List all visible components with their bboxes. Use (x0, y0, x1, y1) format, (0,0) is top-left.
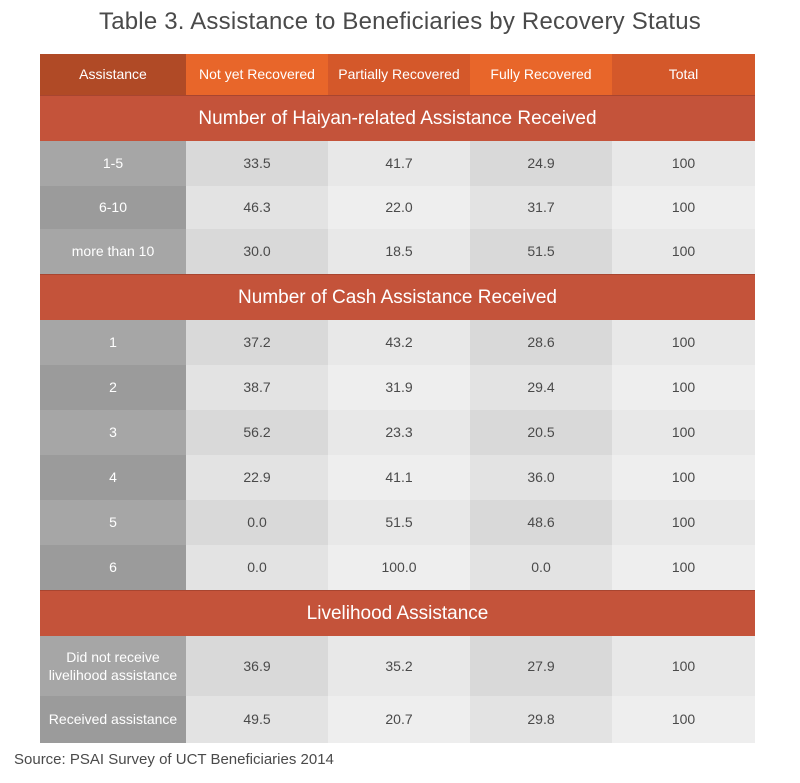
data-cell: 31.7 (470, 186, 612, 229)
table-header-row: Assistance Not yet Recovered Partially R… (40, 54, 755, 95)
data-cell: 29.4 (470, 365, 612, 410)
row-label: Received assistance (40, 696, 186, 743)
data-cell: 100 (612, 545, 755, 590)
data-cell: 24.9 (470, 141, 612, 186)
table-row: 3 56.2 23.3 20.5 100 (40, 410, 755, 455)
table-title: Table 3. Assistance to Beneficiaries by … (99, 8, 701, 35)
data-cell: 41.7 (328, 141, 470, 186)
table-row: 2 38.7 31.9 29.4 100 (40, 365, 755, 410)
data-cell: 30.0 (186, 229, 328, 274)
data-cell: 22.9 (186, 455, 328, 500)
data-cell: 100 (612, 365, 755, 410)
data-cell: 23.3 (328, 410, 470, 455)
data-cell: 22.0 (328, 186, 470, 229)
data-cell: 0.0 (186, 545, 328, 590)
data-cell: 20.7 (328, 696, 470, 743)
table-row: 1 37.2 43.2 28.6 100 (40, 320, 755, 365)
table-row: 6-10 46.3 22.0 31.7 100 (40, 186, 755, 229)
data-cell: 36.0 (470, 455, 612, 500)
data-cell: 29.8 (470, 696, 612, 743)
data-cell: 33.5 (186, 141, 328, 186)
table-row: 5 0.0 51.5 48.6 100 (40, 500, 755, 545)
data-cell: 46.3 (186, 186, 328, 229)
data-cell: 43.2 (328, 320, 470, 365)
data-cell: 41.1 (328, 455, 470, 500)
table-row: Received assistance 49.5 20.7 29.8 100 (40, 696, 755, 743)
data-cell: 49.5 (186, 696, 328, 743)
data-cell: 0.0 (186, 500, 328, 545)
row-label: 2 (40, 365, 186, 410)
data-cell: 51.5 (328, 500, 470, 545)
section-header: Number of Cash Assistance Received (40, 274, 755, 320)
table-row: 6 0.0 100.0 0.0 100 (40, 545, 755, 590)
column-header-total: Total (612, 54, 755, 95)
data-cell: 20.5 (470, 410, 612, 455)
row-label: 1 (40, 320, 186, 365)
data-cell: 100 (612, 455, 755, 500)
column-header-fully-recovered: Fully Recovered (470, 54, 612, 95)
row-label: 1-5 (40, 141, 186, 186)
data-cell: 27.9 (470, 636, 612, 696)
data-cell: 48.6 (470, 500, 612, 545)
column-header-partially-recovered: Partially Recovered (328, 54, 470, 95)
data-cell: 31.9 (328, 365, 470, 410)
table-row: Did not receive livelihood assistance 36.… (40, 636, 755, 696)
section-header: Livelihood Assistance (40, 590, 755, 636)
row-label: 4 (40, 455, 186, 500)
row-label: 5 (40, 500, 186, 545)
row-label: Did not receive livelihood assistance (40, 636, 186, 696)
row-label: 6-10 (40, 186, 186, 229)
data-cell: 51.5 (470, 229, 612, 274)
data-cell: 100 (612, 229, 755, 274)
data-cell: 100 (612, 320, 755, 365)
column-header-assistance: Assistance (40, 54, 186, 95)
data-cell: 36.9 (186, 636, 328, 696)
section-header: Number of Haiyan-related Assistance Rece… (40, 95, 755, 141)
data-cell: 37.2 (186, 320, 328, 365)
table-body: Number of Haiyan-related Assistance Rece… (40, 95, 755, 743)
data-cell: 100 (612, 186, 755, 229)
data-cell: 100 (612, 696, 755, 743)
column-header-not-yet-recovered: Not yet Recovered (186, 54, 328, 95)
data-cell: 100 (612, 410, 755, 455)
assistance-table: Assistance Not yet Recovered Partially R… (40, 54, 755, 743)
data-cell: 38.7 (186, 365, 328, 410)
row-label: more than 10 (40, 229, 186, 274)
data-cell: 18.5 (328, 229, 470, 274)
data-cell: 100 (612, 500, 755, 545)
table-row: more than 10 30.0 18.5 51.5 100 (40, 229, 755, 274)
table-row: 4 22.9 41.1 36.0 100 (40, 455, 755, 500)
source-note: Source: PSAI Survey of UCT Beneficiaries… (14, 751, 334, 768)
data-cell: 28.6 (470, 320, 612, 365)
table-row: 1-5 33.5 41.7 24.9 100 (40, 141, 755, 186)
row-label: 3 (40, 410, 186, 455)
data-cell: 100 (612, 636, 755, 696)
row-label: 6 (40, 545, 186, 590)
data-cell: 100 (612, 141, 755, 186)
data-cell: 35.2 (328, 636, 470, 696)
data-cell: 100.0 (328, 545, 470, 590)
data-cell: 0.0 (470, 545, 612, 590)
data-cell: 56.2 (186, 410, 328, 455)
